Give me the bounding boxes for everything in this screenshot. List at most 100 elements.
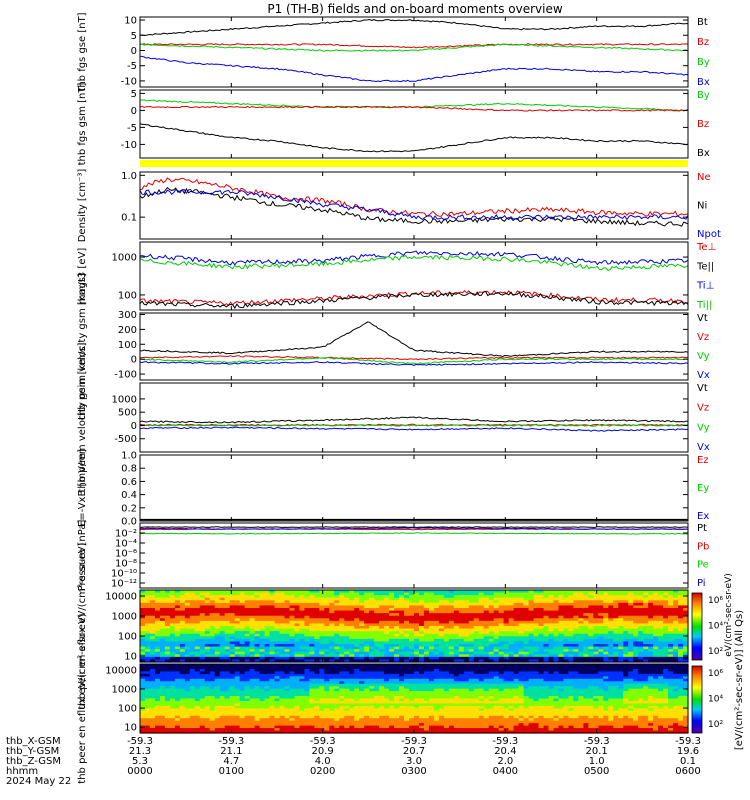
heatmap-cell — [543, 644, 550, 648]
heatmap-cell — [628, 649, 634, 653]
heatmap-cell — [354, 620, 360, 625]
heatmap-cell — [289, 623, 296, 627]
heatmap-cell — [414, 728, 420, 732]
heatmap-cell — [394, 678, 400, 682]
heatmap-cell — [623, 613, 629, 617]
heatmap-cell — [309, 623, 315, 627]
heatmap-cell — [314, 590, 320, 594]
heatmap-cell — [179, 620, 186, 625]
heatmap-cell — [349, 590, 355, 594]
heatmap-cell — [608, 610, 614, 614]
heatmap-cell — [683, 628, 689, 632]
heatmap-cell — [613, 620, 619, 625]
heatmap-cell — [239, 678, 246, 682]
heatmap-cell — [404, 668, 410, 672]
heatmap-cell — [329, 631, 335, 635]
heatmap-cell — [473, 638, 480, 643]
heatmap-cell — [633, 659, 639, 663]
heatmap-cell — [264, 723, 271, 727]
heatmap-cell — [443, 590, 450, 594]
heatmap-cell — [304, 649, 310, 653]
heatmap-cell — [334, 646, 340, 650]
heatmap-cell — [364, 600, 370, 604]
heatmap-cell — [498, 631, 505, 635]
heatmap-cell — [558, 600, 565, 604]
heatmap-cell — [259, 659, 266, 663]
heatmap-cell — [409, 651, 415, 655]
heatmap-cell — [189, 688, 196, 692]
heatmap-cell — [334, 613, 340, 617]
heatmap-cell — [588, 600, 594, 604]
heatmap-cell — [219, 681, 226, 685]
heatmap-cell — [663, 600, 669, 604]
heatmap-cell — [274, 708, 281, 712]
heatmap-cell — [613, 600, 619, 604]
heatmap-cell — [428, 618, 435, 622]
heatmap-cell — [533, 613, 540, 617]
heatmap-cell — [558, 602, 565, 607]
heatmap-cell — [304, 592, 310, 596]
heatmap-cell — [294, 671, 301, 675]
heatmap-cell — [194, 605, 201, 609]
heatmap-cell — [264, 626, 271, 630]
heatmap-cell — [264, 638, 271, 643]
heatmap-cell — [239, 654, 246, 658]
heatmap-cell — [140, 668, 146, 672]
heatmap-cell — [369, 610, 375, 614]
heatmap-cell — [608, 597, 614, 601]
heatmap-cell — [379, 686, 385, 690]
heatmap-cell — [319, 656, 325, 661]
heatmap-cell — [189, 620, 196, 625]
heatmap-cell — [369, 590, 375, 594]
heatmap-cell — [344, 654, 350, 658]
heatmap-cell — [189, 644, 196, 648]
heatmap-cell — [443, 646, 450, 650]
heatmap-cell — [553, 638, 560, 643]
heatmap-cell — [314, 728, 320, 732]
heatmap-cell — [189, 715, 196, 719]
heatmap-cell — [638, 602, 644, 607]
heatmap-cell — [294, 651, 301, 655]
heatmap-cell — [264, 696, 271, 700]
heatmap-cell — [503, 618, 510, 622]
heatmap-cell — [264, 656, 271, 661]
heatmap-cell — [423, 618, 430, 622]
heatmap-cell — [389, 666, 395, 670]
heatmap-cell — [294, 668, 301, 672]
heatmap-cell — [244, 644, 251, 648]
heatmap-cell — [463, 605, 470, 609]
heatmap-cell — [633, 602, 639, 607]
legend-label: Vt — [697, 383, 708, 394]
heatmap-cell — [214, 705, 221, 709]
heatmap-cell — [618, 659, 624, 663]
heatmap-cell — [329, 710, 335, 714]
heatmap-cell — [159, 613, 166, 617]
heatmap-cell — [159, 654, 166, 658]
heatmap-cell — [389, 597, 395, 601]
heatmap-cell — [199, 608, 206, 612]
heatmap-cell — [683, 595, 689, 599]
heatmap-cell — [219, 644, 226, 648]
heatmap-cell — [249, 703, 256, 707]
heatmap-cell — [354, 713, 360, 717]
heatmap-cell — [249, 693, 256, 697]
heatmap-cell — [379, 713, 385, 717]
heatmap-cell — [184, 673, 191, 677]
heatmap-cell — [284, 602, 291, 607]
heatmap-cell — [354, 602, 360, 607]
heatmap-cell — [254, 705, 261, 709]
heatmap-cell — [214, 730, 221, 734]
heatmap-cell — [668, 605, 674, 609]
legend-label: Vx — [697, 370, 710, 381]
heatmap-cell — [643, 651, 649, 655]
heatmap-cell — [209, 631, 216, 635]
heatmap-cell — [164, 693, 171, 697]
heatmap-cell — [384, 610, 390, 614]
heatmap-cell — [164, 676, 171, 680]
heatmap-cell — [593, 600, 599, 604]
heatmap-cell — [304, 651, 310, 655]
heatmap-cell — [364, 710, 370, 714]
heatmap-cell — [404, 671, 410, 675]
heatmap-cell — [394, 597, 400, 601]
heatmap-cell — [409, 703, 415, 707]
